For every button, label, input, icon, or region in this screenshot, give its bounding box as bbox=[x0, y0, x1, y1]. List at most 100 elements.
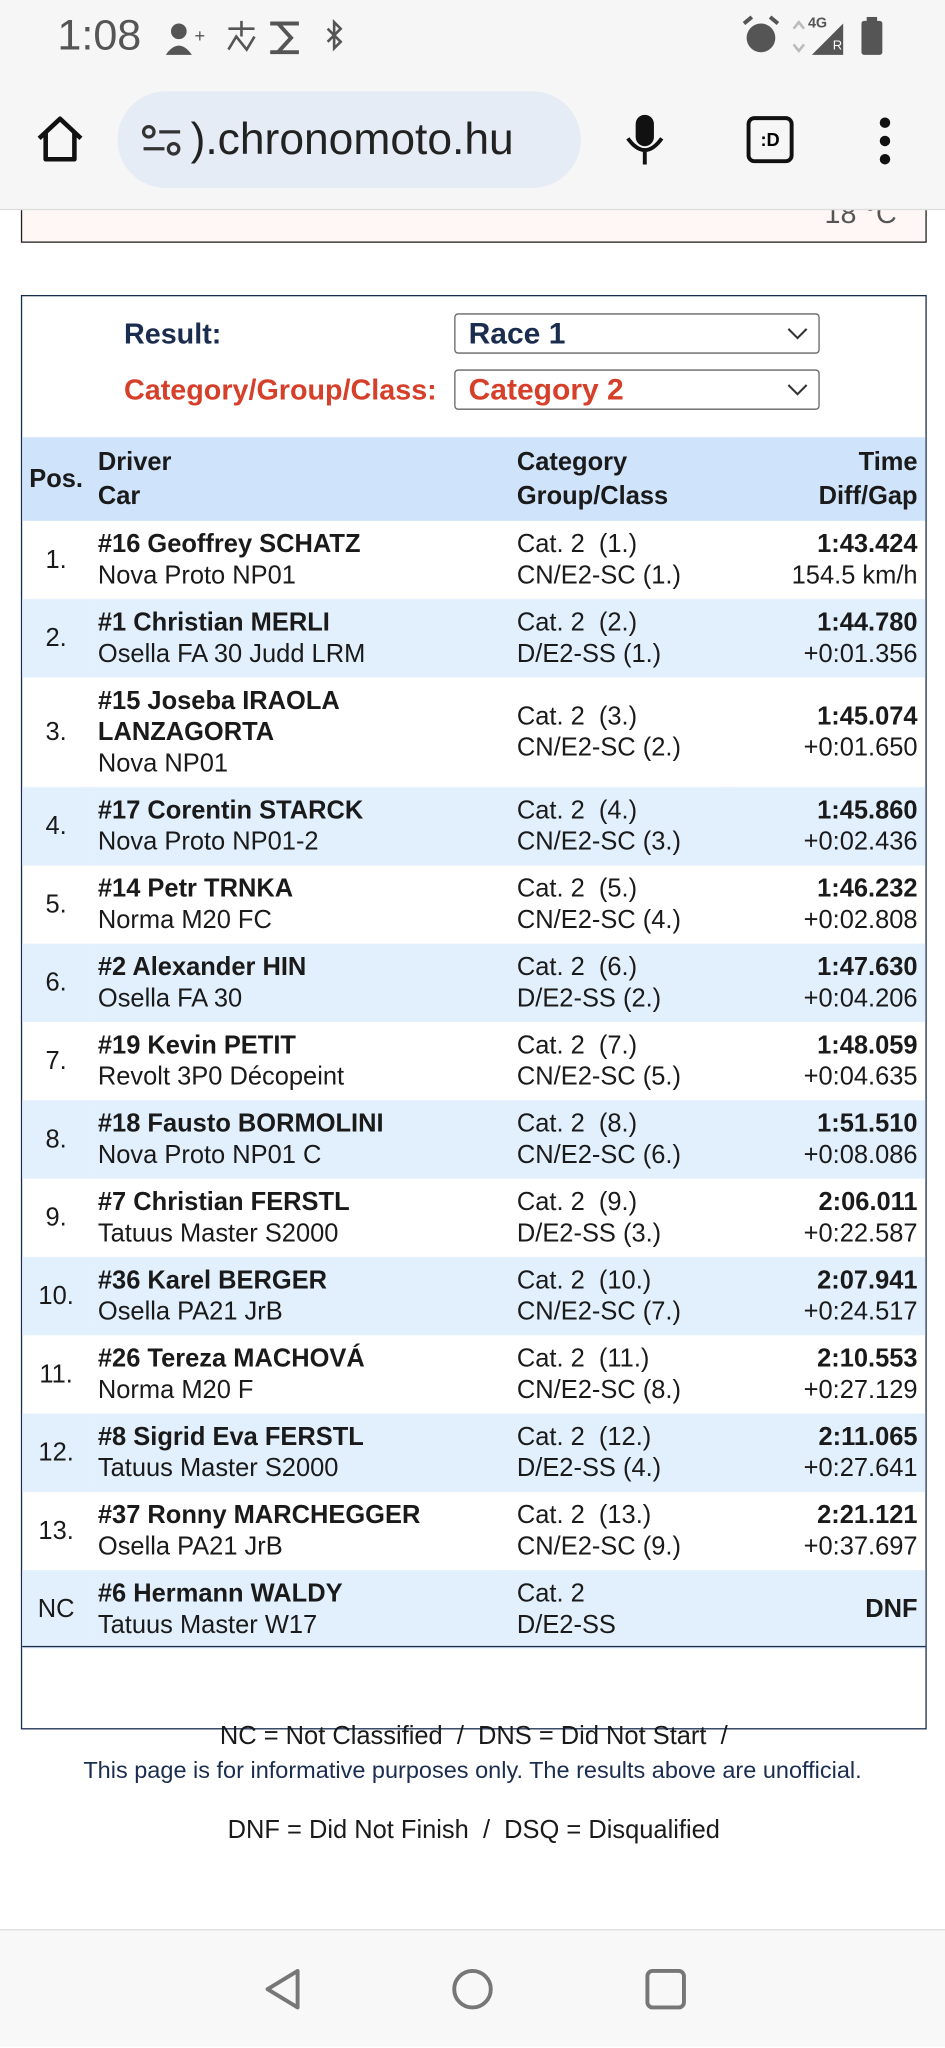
group-class: D/E2-SS (2.) bbox=[516, 984, 662, 1013]
driver-cell: #7 Christian FERSTL Tatuus Master S2000 bbox=[90, 1179, 509, 1257]
driver-cell: #15 Joseba IRAOLA LANZAGORTA Nova NP01 bbox=[90, 677, 509, 787]
time-cell: 2:06.011 +0:22.587 bbox=[731, 1179, 925, 1257]
recents-button[interactable] bbox=[643, 1967, 687, 2011]
results-table: Pos. Driver Car Category Group/Class Time D… bbox=[22, 437, 926, 1649]
result-row: 2. #1 Christian MERLI Osella FA 30 Judd LR… bbox=[22, 599, 926, 678]
driver-name: #6 Hermann WALDY bbox=[97, 1579, 343, 1609]
category: Cat. 2 (2.) bbox=[516, 608, 638, 637]
driver-header-text: Driver bbox=[97, 447, 172, 477]
driver-name: #19 Kevin PETIT bbox=[97, 1031, 296, 1060]
result-row: 13. #37 Ronny MARCHEGGER Osella PA21 JrB Ca… bbox=[22, 1492, 925, 1570]
driver-cell: #37 Ronny MARCHEGGER Osella PA21 JrB bbox=[90, 1492, 509, 1570]
category-cell: Cat. 2 (7.) CN/E2-SC (5.) bbox=[509, 1022, 731, 1100]
diff-gap: +0:27.129 bbox=[803, 1375, 918, 1405]
group-class: CN/E2-SC (1.) bbox=[516, 561, 681, 590]
category-cell: Cat. 2 (9.) D/E2-SS (3.) bbox=[509, 1179, 731, 1257]
result-row: 11. #26 Tereza MACHOVÁ Norma M20 F Cat. 2 (… bbox=[22, 1335, 925, 1413]
group-class: D/E2-SS (4.) bbox=[516, 1454, 662, 1483]
result-row: 10. #36 Karel BERGER Osella PA21 JrB Cat. 2… bbox=[22, 1256, 926, 1336]
category: Cat. 2 (1.) bbox=[516, 529, 638, 559]
category-select[interactable]: Category 2 bbox=[454, 369, 820, 410]
category: Cat. 2 (13.) bbox=[516, 1501, 652, 1530]
group-class: CN/E2-SC (6.) bbox=[516, 1140, 681, 1170]
position: 8. bbox=[22, 1100, 91, 1179]
time: 2:07.941 bbox=[817, 1266, 918, 1295]
group-class: CN/E2-SC (8.) bbox=[516, 1375, 681, 1405]
result-row: 1. #16 Geoffrey SCHATZ Nova Proto NP01 Cat.… bbox=[22, 521, 925, 599]
car-name: Osella PA21 JrB bbox=[97, 1297, 283, 1327]
notification-icons: + bbox=[165, 19, 343, 55]
position: 12. bbox=[22, 1413, 91, 1492]
home-nav-button[interactable] bbox=[450, 1967, 494, 2011]
driver-cell: #36 Karel BERGER Osella PA21 JrB bbox=[90, 1256, 510, 1336]
category-header: Category Group/Class bbox=[509, 437, 731, 521]
position: 11. bbox=[39, 1360, 73, 1389]
driver-name: #7 Christian FERSTL bbox=[97, 1187, 350, 1217]
category: Cat. 2 (10.) bbox=[516, 1266, 652, 1295]
category-cell: Cat. 2 (12.) D/E2-SS (4.) bbox=[509, 1413, 731, 1492]
site-settings-icon[interactable] bbox=[141, 123, 183, 160]
time-cell: 1:43.424 154.5 km/h bbox=[731, 521, 925, 599]
menu-button[interactable] bbox=[872, 115, 898, 167]
driver-cell: #14 Petr TRNKA Norma M20 FC bbox=[90, 865, 509, 943]
time: 1:48.059 bbox=[817, 1031, 918, 1060]
time: 2:06.011 bbox=[818, 1187, 918, 1217]
result-select[interactable]: Race 1 bbox=[454, 313, 820, 354]
driver-cell: #18 Fausto BORMOLINI Nova Proto NP01 C bbox=[90, 1100, 510, 1179]
category-cell: Cat. 2 (8.) CN/E2-SC (6.) bbox=[509, 1100, 731, 1179]
driver-cell: #17 Corentin STARCK Nova Proto NP01-2 bbox=[90, 787, 510, 866]
time: 1:45.860 bbox=[817, 796, 918, 825]
class-header-text: Group/Class bbox=[516, 481, 669, 511]
group-class: CN/E2-SC (9.) bbox=[516, 1532, 681, 1562]
category-cell: Cat. 2 (13.) CN/E2-SC (9.) bbox=[509, 1492, 731, 1570]
diff-gap: +0:04.635 bbox=[803, 1062, 918, 1092]
category: Cat. 2 (9.) bbox=[516, 1187, 638, 1217]
result-row: 3. #15 Joseba IRAOLA LANZAGORTA Nova NP01 C… bbox=[22, 677, 925, 787]
position: 5. bbox=[45, 890, 67, 919]
driver-cell: #1 Christian MERLI Osella FA 30 Judd LRM bbox=[90, 599, 510, 678]
time: 1:43.424 bbox=[817, 529, 918, 559]
time: 1:51.510 bbox=[817, 1109, 918, 1139]
result-row: 12. #8 Sigrid Eva FERSTL Tatuus Master S20… bbox=[22, 1413, 926, 1492]
results-body: 1. #16 Geoffrey SCHATZ Nova Proto NP01 Cat.… bbox=[22, 521, 926, 1649]
car-name: Osella PA21 JrB bbox=[97, 1532, 283, 1562]
results-panel: Result: Race 1 Category/Group/Class: Cat… bbox=[20, 294, 927, 1844]
result-label: Result: bbox=[123, 317, 222, 350]
car-name: Nova Proto NP01 bbox=[97, 561, 296, 590]
legend: NC = Not Classified / DNS = Did Not Star… bbox=[22, 1645, 926, 1844]
tab-switcher[interactable]: :D bbox=[746, 116, 794, 164]
time-cell: 1:44.780 +0:01.356 bbox=[730, 599, 926, 678]
group-class: D/E2-SS (3.) bbox=[516, 1219, 662, 1248]
car-name: Norma M20 FC bbox=[97, 905, 272, 935]
driver-name: #36 Karel BERGER bbox=[97, 1266, 328, 1295]
car-name: Tatuus Master S2000 bbox=[97, 1219, 339, 1248]
network-type: 4G bbox=[807, 15, 828, 32]
driver-name: #1 Christian MERLI bbox=[97, 608, 330, 637]
result-row: 5. #14 Petr TRNKA Norma M20 FC Cat. 2 (5.) C… bbox=[22, 865, 925, 943]
driver-cell: #8 Sigrid Eva FERSTL Tatuus Master S2000 bbox=[90, 1413, 510, 1492]
category-cell: Cat. 2 D/E2-SS bbox=[509, 1570, 731, 1649]
status-bar: 1:08 + 4G R bbox=[0, 0, 945, 74]
position: 9. bbox=[45, 1203, 67, 1233]
category-cell: Cat. 2 (2.) D/E2-SS (1.) bbox=[509, 599, 731, 678]
roaming: R bbox=[832, 39, 843, 54]
legend-line: NC = Not Classified / DNS = Did Not Star… bbox=[219, 1721, 728, 1751]
time: 2:10.553 bbox=[817, 1344, 918, 1374]
url-bar[interactable]: ).chronomoto.hu bbox=[117, 91, 581, 188]
time: 2:21.121 bbox=[817, 1501, 918, 1530]
voice-search-button[interactable] bbox=[624, 112, 666, 169]
result-row: 7. #19 Kevin PETIT Revolt 3P0 Décopeint Cat… bbox=[22, 1022, 925, 1100]
group-class: CN/E2-SC (5.) bbox=[516, 1062, 681, 1092]
car-name: Tatuus Master S2000 bbox=[97, 1454, 339, 1483]
back-button[interactable] bbox=[261, 1967, 305, 2011]
position: 13. bbox=[38, 1516, 74, 1546]
home-button[interactable] bbox=[34, 112, 86, 164]
diff-gap: +0:01.650 bbox=[803, 733, 918, 763]
time-cell: 1:46.232 +0:02.808 bbox=[731, 865, 925, 943]
time-cell: DNF bbox=[730, 1570, 926, 1649]
driver-name: #8 Sigrid Eva FERSTL bbox=[97, 1422, 364, 1452]
category: Cat. 2 (12.) bbox=[516, 1422, 652, 1452]
